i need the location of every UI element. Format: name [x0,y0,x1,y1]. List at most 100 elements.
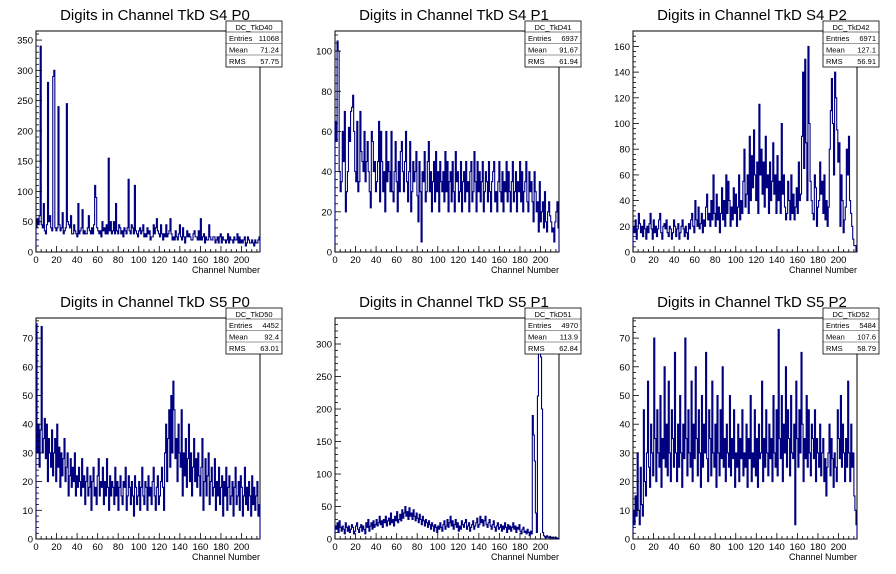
x-tick-label: 200 [234,255,250,266]
chart-title: Digits in Channel TkD S4 P2 [657,7,847,24]
stats-label-entries: Entries [826,321,850,330]
stats-value-entries: 4452 [262,321,279,330]
y-tick-label: 150 [316,437,332,448]
x-axis-label: Channel Number [789,552,857,562]
x-tick-label: 60 [391,255,402,266]
x-tick-label: 160 [491,542,507,553]
chart-panel-tkd-s4-p0: Digits in Channel TkD S4 P0 0 20 40 60 80 100 1… [0,0,298,287]
chart-svg: Digits in Channel TkD S5 P00 20 40 60 80 100 1… [22,294,283,562]
y-tick-label: 350 [17,36,33,47]
x-tick-label: 160 [491,255,507,266]
stats-label-rms: RMS [229,57,246,66]
x-tick-label: 160 [789,542,805,553]
chart-title: Digits in Channel TkD S5 P2 [657,294,847,311]
stats-label-rms: RMS [826,344,843,353]
x-tick-label: 120 [748,542,764,553]
y-tick-label: 50 [321,502,332,513]
histogram-line [632,45,857,253]
y-tick-label: 10 [619,506,630,517]
stats-value-entries: 6971 [859,34,876,43]
y-tick-label: 70 [22,334,33,345]
stats-value-rms: 57.75 [260,57,279,66]
x-tick-label: 100 [131,255,147,266]
y-tick-label: 50 [22,391,33,402]
y-tick-label: 250 [17,96,33,107]
x-tick-label: 140 [769,255,785,266]
x-tick-label: 180 [512,255,528,266]
chart-title: Digits in Channel TkD S5 P1 [359,294,549,311]
stats-label-entries: Entries [229,321,253,330]
y-tick-label: 0 [28,248,33,259]
y-tick-label: 30 [619,448,630,459]
x-tick-label: 80 [113,542,124,553]
stats-value-rms: 58.79 [857,344,876,353]
stats-value-mean: 113.9 [560,333,578,342]
x-tick-label: 0 [33,542,38,553]
stats-value-rms: 56.91 [857,57,876,66]
x-tick-label: 0 [332,542,337,553]
y-tick-label: 0 [625,248,630,259]
x-tick-label: 40 [72,255,83,266]
y-tick-label: 60 [321,127,332,138]
y-tick-label: 100 [17,187,33,198]
x-axis-label: Channel Number [491,265,559,275]
histogram-line [334,323,559,540]
x-tick-label: 140 [172,255,188,266]
x-tick-label: 120 [748,255,764,266]
x-tick-label: 40 [371,255,382,266]
y-tick-label: 120 [614,93,630,104]
y-tick-label: 300 [316,340,332,351]
y-tick-label: 0 [28,535,33,546]
x-tick-label: 200 [533,255,549,266]
stats-name: DC_TkD50 [235,310,272,319]
stats-value-rms: 63.01 [260,344,279,353]
stats-label-rms: RMS [528,57,545,66]
x-tick-label: 80 [710,542,721,553]
chart-svg: Digits in Channel TkD S5 P1 0 20 40 60 80 100 1… [316,294,582,562]
stats-value-mean: 92.4 [264,333,279,342]
x-tick-label: 60 [689,255,700,266]
stats-box: DC_TkD52 Entries 5484 Mean 107.6 RMS 58.79 [822,307,880,355]
stats-value-mean: 127.1 [857,46,876,55]
y-tick-label: 20 [619,222,630,233]
y-tick-label: 200 [316,405,332,416]
y-tick-label: 40 [619,196,630,207]
x-tick-label: 80 [113,255,124,266]
x-tick-label: 180 [213,255,229,266]
x-tick-label: 20 [648,255,659,266]
y-tick-label: 40 [22,420,33,431]
stats-value-rms: 61.94 [559,57,578,66]
x-tick-label: 200 [831,255,847,266]
y-tick-label: 20 [619,477,630,488]
y-tick-label: 40 [321,167,332,178]
x-tick-label: 0 [630,542,635,553]
x-tick-label: 160 [789,255,805,266]
stats-box: DC_TkD42 Entries 6971 Mean 127.1 RMS 56.91 [822,20,880,68]
x-tick-label: 60 [689,542,700,553]
stats-label-entries: Entries [826,34,850,43]
chart-panel-tkd-s5-p1: Digits in Channel TkD S5 P1 0 20 40 60 80 100 1… [299,287,597,574]
y-tick-label: 100 [316,470,332,481]
stats-box: DC_TkD51 Entries 4970 Mean 113.9 RMS 62.84 [524,307,582,355]
x-tick-label: 20 [51,255,62,266]
histogram-line [35,323,261,539]
y-tick-label: 140 [614,68,630,79]
x-axis-label: Channel Number [789,265,857,275]
y-tick-label: 20 [321,207,332,218]
x-tick-label: 140 [471,542,487,553]
y-tick-label: 50 [22,217,33,228]
x-tick-label: 180 [810,255,826,266]
x-tick-label: 120 [151,255,167,266]
stats-label-entries: Entries [528,34,552,43]
x-tick-label: 0 [630,255,635,266]
y-tick-label: 20 [22,477,33,488]
stats-value-entries: 11068 [259,34,279,43]
x-tick-label: 20 [350,542,361,553]
stats-value-entries: 4970 [561,321,578,330]
x-tick-label: 80 [412,255,423,266]
y-tick-label: 0 [625,535,630,546]
chart-svg: Digits in Channel TkD S5 P20 20 40 60 80 100 1… [619,294,880,562]
x-tick-label: 200 [234,542,250,553]
y-tick-label: 80 [619,145,630,156]
chart-title: Digits in Channel TkD S5 P0 [60,294,250,311]
